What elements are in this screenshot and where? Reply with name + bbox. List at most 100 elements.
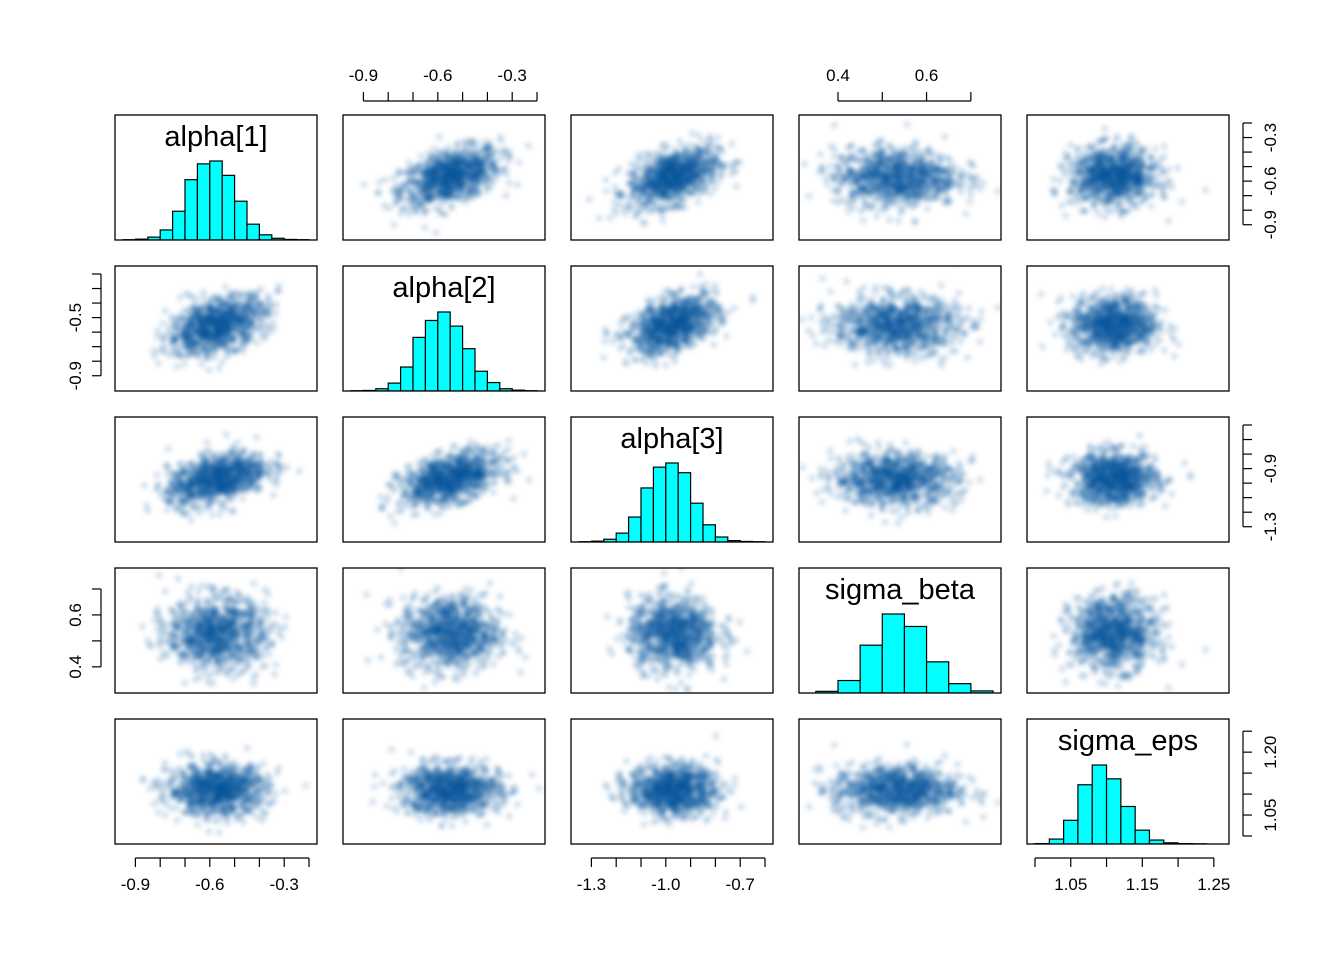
density-point — [667, 197, 675, 205]
density-point — [787, 143, 794, 150]
density-point — [830, 152, 838, 161]
density-point — [679, 142, 687, 151]
density-point — [253, 339, 261, 347]
density-point — [695, 190, 703, 198]
density-point — [830, 145, 839, 154]
density-point — [1050, 190, 1059, 198]
density-point — [187, 342, 195, 350]
density-point — [888, 171, 896, 179]
density-point — [953, 178, 961, 186]
density-point — [1124, 168, 1132, 176]
density-point — [1202, 186, 1210, 194]
density-point — [872, 186, 880, 194]
density-point — [172, 351, 181, 359]
histogram-panel-alpha1: alpha[1] — [114, 114, 318, 241]
histogram-bar — [258, 234, 273, 240]
histogram-bar — [221, 174, 236, 240]
density-point — [1075, 180, 1083, 188]
density-point — [695, 181, 703, 189]
density-point — [247, 289, 255, 298]
scatter-panel-alpha1-vs-sigma-beta — [787, 114, 1002, 241]
density-point — [611, 183, 619, 191]
density-point — [862, 174, 870, 182]
density-point — [411, 169, 419, 177]
scatter-panel-alpha2-vs-alpha3 — [570, 265, 774, 392]
density-point — [429, 152, 437, 160]
density-point — [1068, 159, 1076, 167]
histogram-bar — [184, 179, 198, 240]
density-point — [710, 340, 718, 349]
density-point — [236, 307, 244, 315]
density-point — [223, 352, 231, 360]
density-point — [385, 204, 393, 212]
density-point — [1114, 176, 1122, 184]
density-point — [869, 149, 877, 158]
density-point — [441, 151, 449, 159]
density-point — [473, 189, 481, 197]
density-point — [272, 309, 280, 317]
density-point — [185, 291, 193, 300]
density-point — [1160, 142, 1168, 150]
histogram-bar — [387, 382, 402, 391]
density-point — [179, 307, 187, 315]
density-point — [415, 161, 423, 169]
density-point — [229, 333, 237, 341]
density-point — [691, 142, 699, 150]
density-point — [691, 169, 699, 177]
density-point — [706, 132, 714, 140]
density-point — [1114, 133, 1122, 141]
density-point — [857, 207, 865, 215]
density-point — [468, 154, 476, 163]
panels-layer: alpha[1]alpha[2]alpha[3]sigma_betasigma_… — [114, 114, 1230, 845]
density-point — [205, 366, 213, 374]
density-point — [728, 161, 736, 169]
density-point — [585, 195, 593, 203]
density-point — [210, 346, 218, 354]
density-point — [425, 158, 433, 166]
density-point — [674, 163, 682, 171]
density-point — [161, 307, 169, 315]
density-point — [915, 147, 923, 155]
density-point — [1109, 182, 1117, 190]
density-point — [1125, 140, 1133, 149]
density-point — [615, 165, 623, 173]
density-point — [502, 191, 510, 199]
density-point — [393, 195, 401, 203]
density-point — [958, 174, 966, 182]
density-point — [481, 146, 489, 154]
density-point — [876, 205, 884, 213]
density-point — [714, 134, 722, 142]
density-point — [466, 188, 475, 196]
density-point — [461, 178, 469, 187]
density-point — [233, 346, 241, 354]
density-point — [1148, 163, 1156, 171]
density-point — [602, 187, 610, 195]
density-point — [845, 172, 854, 180]
density-point — [1069, 178, 1077, 187]
density-point — [187, 318, 195, 326]
density-point — [706, 176, 715, 184]
density-point — [1133, 140, 1141, 149]
density-point — [1165, 217, 1173, 225]
density-point — [238, 331, 246, 339]
density-point — [904, 151, 912, 159]
density-point — [699, 137, 707, 145]
density-point — [894, 217, 903, 225]
density-point — [659, 142, 667, 150]
density-point — [1109, 196, 1117, 204]
density-point — [905, 145, 913, 153]
density-point — [494, 169, 502, 177]
panel-frame — [1026, 114, 1230, 241]
density-point — [888, 181, 896, 189]
density-point — [447, 194, 455, 202]
panel-frame — [114, 265, 318, 392]
density-point — [892, 200, 900, 208]
density-point — [951, 163, 959, 171]
density-point — [435, 133, 443, 141]
density-point — [194, 338, 202, 346]
density-point — [642, 159, 650, 167]
density-point — [154, 359, 162, 367]
density-point — [239, 347, 247, 356]
panel-frame — [342, 114, 546, 241]
density-point — [893, 164, 901, 172]
